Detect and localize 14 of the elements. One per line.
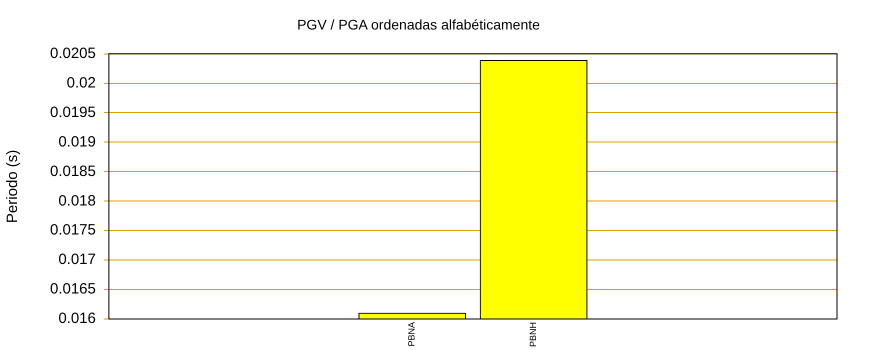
x-tick-label: PBNA: [406, 322, 417, 347]
y-tick-label: 0.0165: [50, 280, 96, 298]
y-tick-label: 0.018: [58, 192, 96, 210]
y-tick-label: 0.016: [58, 310, 96, 328]
y-axis-title: Periodo (s): [4, 150, 22, 224]
chart-title: PGV / PGA ordenadas alfabéticamente: [297, 16, 540, 32]
y-tick-label: 0.0185: [50, 162, 96, 180]
y-tick-label: 0.02: [66, 74, 96, 92]
y-tick-label: 0.0175: [50, 222, 96, 239]
y-tick-label: 0.0205: [50, 44, 96, 62]
x-tick-label: PBNH: [528, 322, 538, 348]
y-tick-label: 0.019: [58, 133, 96, 150]
y-tick-label: 0.017: [58, 251, 96, 268]
y-tick-label: 0.0195: [50, 104, 96, 121]
